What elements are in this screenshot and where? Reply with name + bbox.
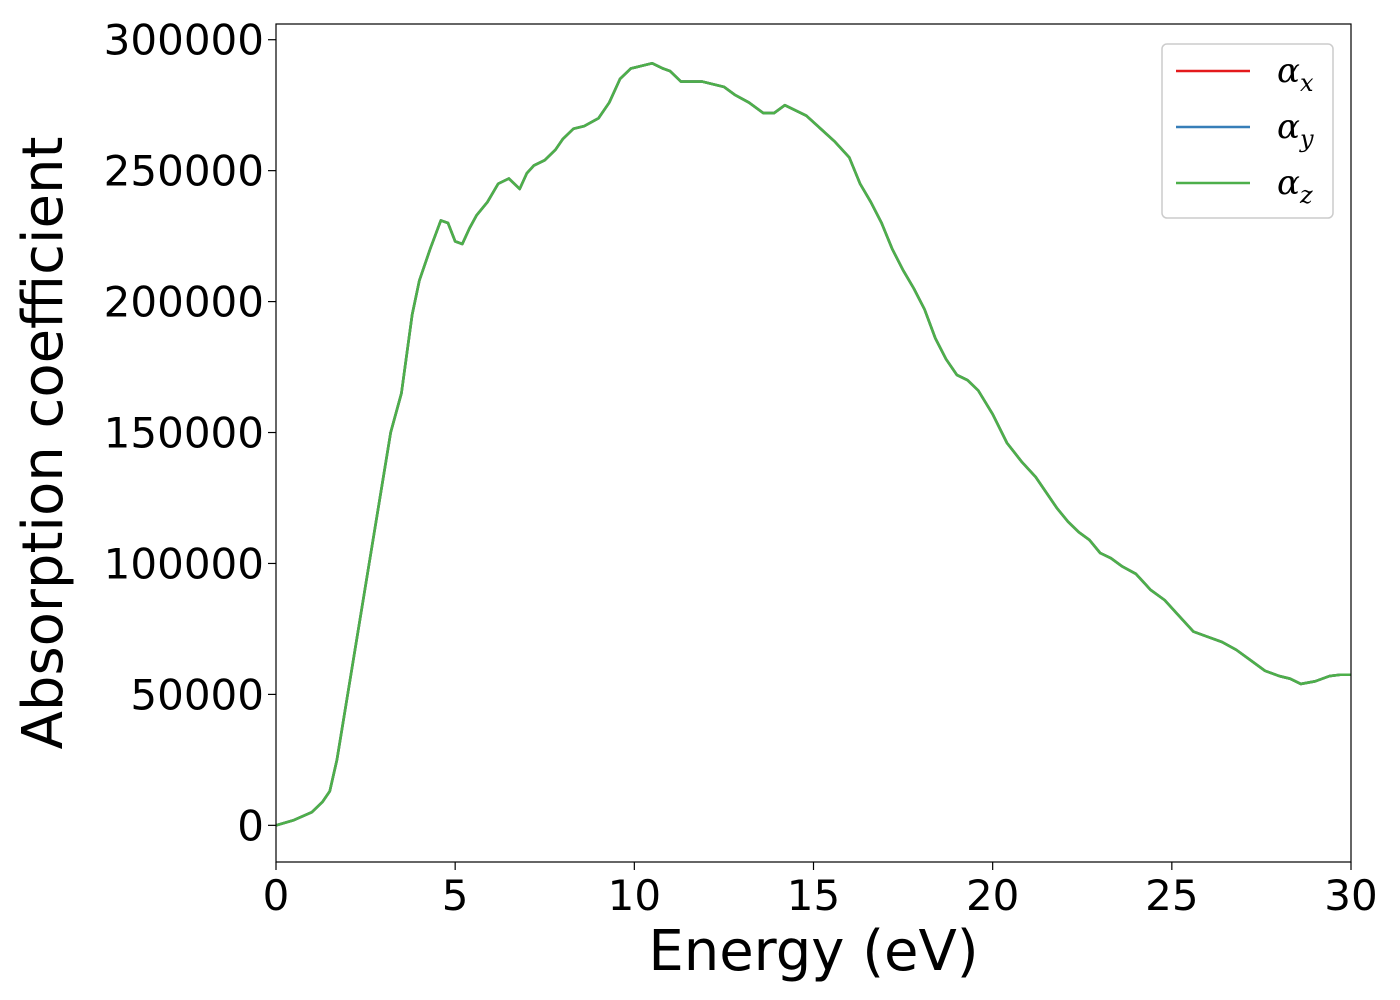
series-line-2: [275, 61, 1351, 827]
legend-box: [1161, 43, 1334, 219]
series-layer: [275, 61, 1351, 827]
y-tick-label: 200000: [104, 278, 264, 327]
y-tick-label: 300000: [104, 16, 264, 65]
y-axis-label: Absorption coefficient: [11, 137, 76, 750]
legend-label-0: αx: [1277, 51, 1314, 97]
x-axis-ticks: 0 5 10 15 20 25 30: [263, 862, 1378, 920]
y-tick-label: 0: [237, 801, 264, 850]
legend-label-1: αy: [1277, 107, 1314, 153]
x-tick-label: 0: [263, 871, 290, 920]
x-tick-label: 25: [1145, 871, 1198, 920]
x-tick-label: 30: [1324, 871, 1377, 920]
legend: αx αy αz: [1161, 43, 1334, 219]
x-tick-label: 10: [608, 871, 661, 920]
x-tick-label: 15: [787, 871, 840, 920]
x-tick-label: 20: [966, 871, 1019, 920]
y-tick-label: 100000: [104, 539, 264, 588]
x-tick-label: 5: [442, 871, 469, 920]
y-tick-label: 150000: [104, 409, 264, 458]
y-axis-ticks: 0 50000 100000 150000 200000 250000 300000: [104, 16, 276, 850]
y-tick-label: 50000: [130, 670, 264, 719]
y-tick-label: 250000: [104, 147, 264, 196]
x-axis-label: Energy (eV): [648, 919, 978, 984]
legend-label-2: αz: [1277, 163, 1313, 209]
